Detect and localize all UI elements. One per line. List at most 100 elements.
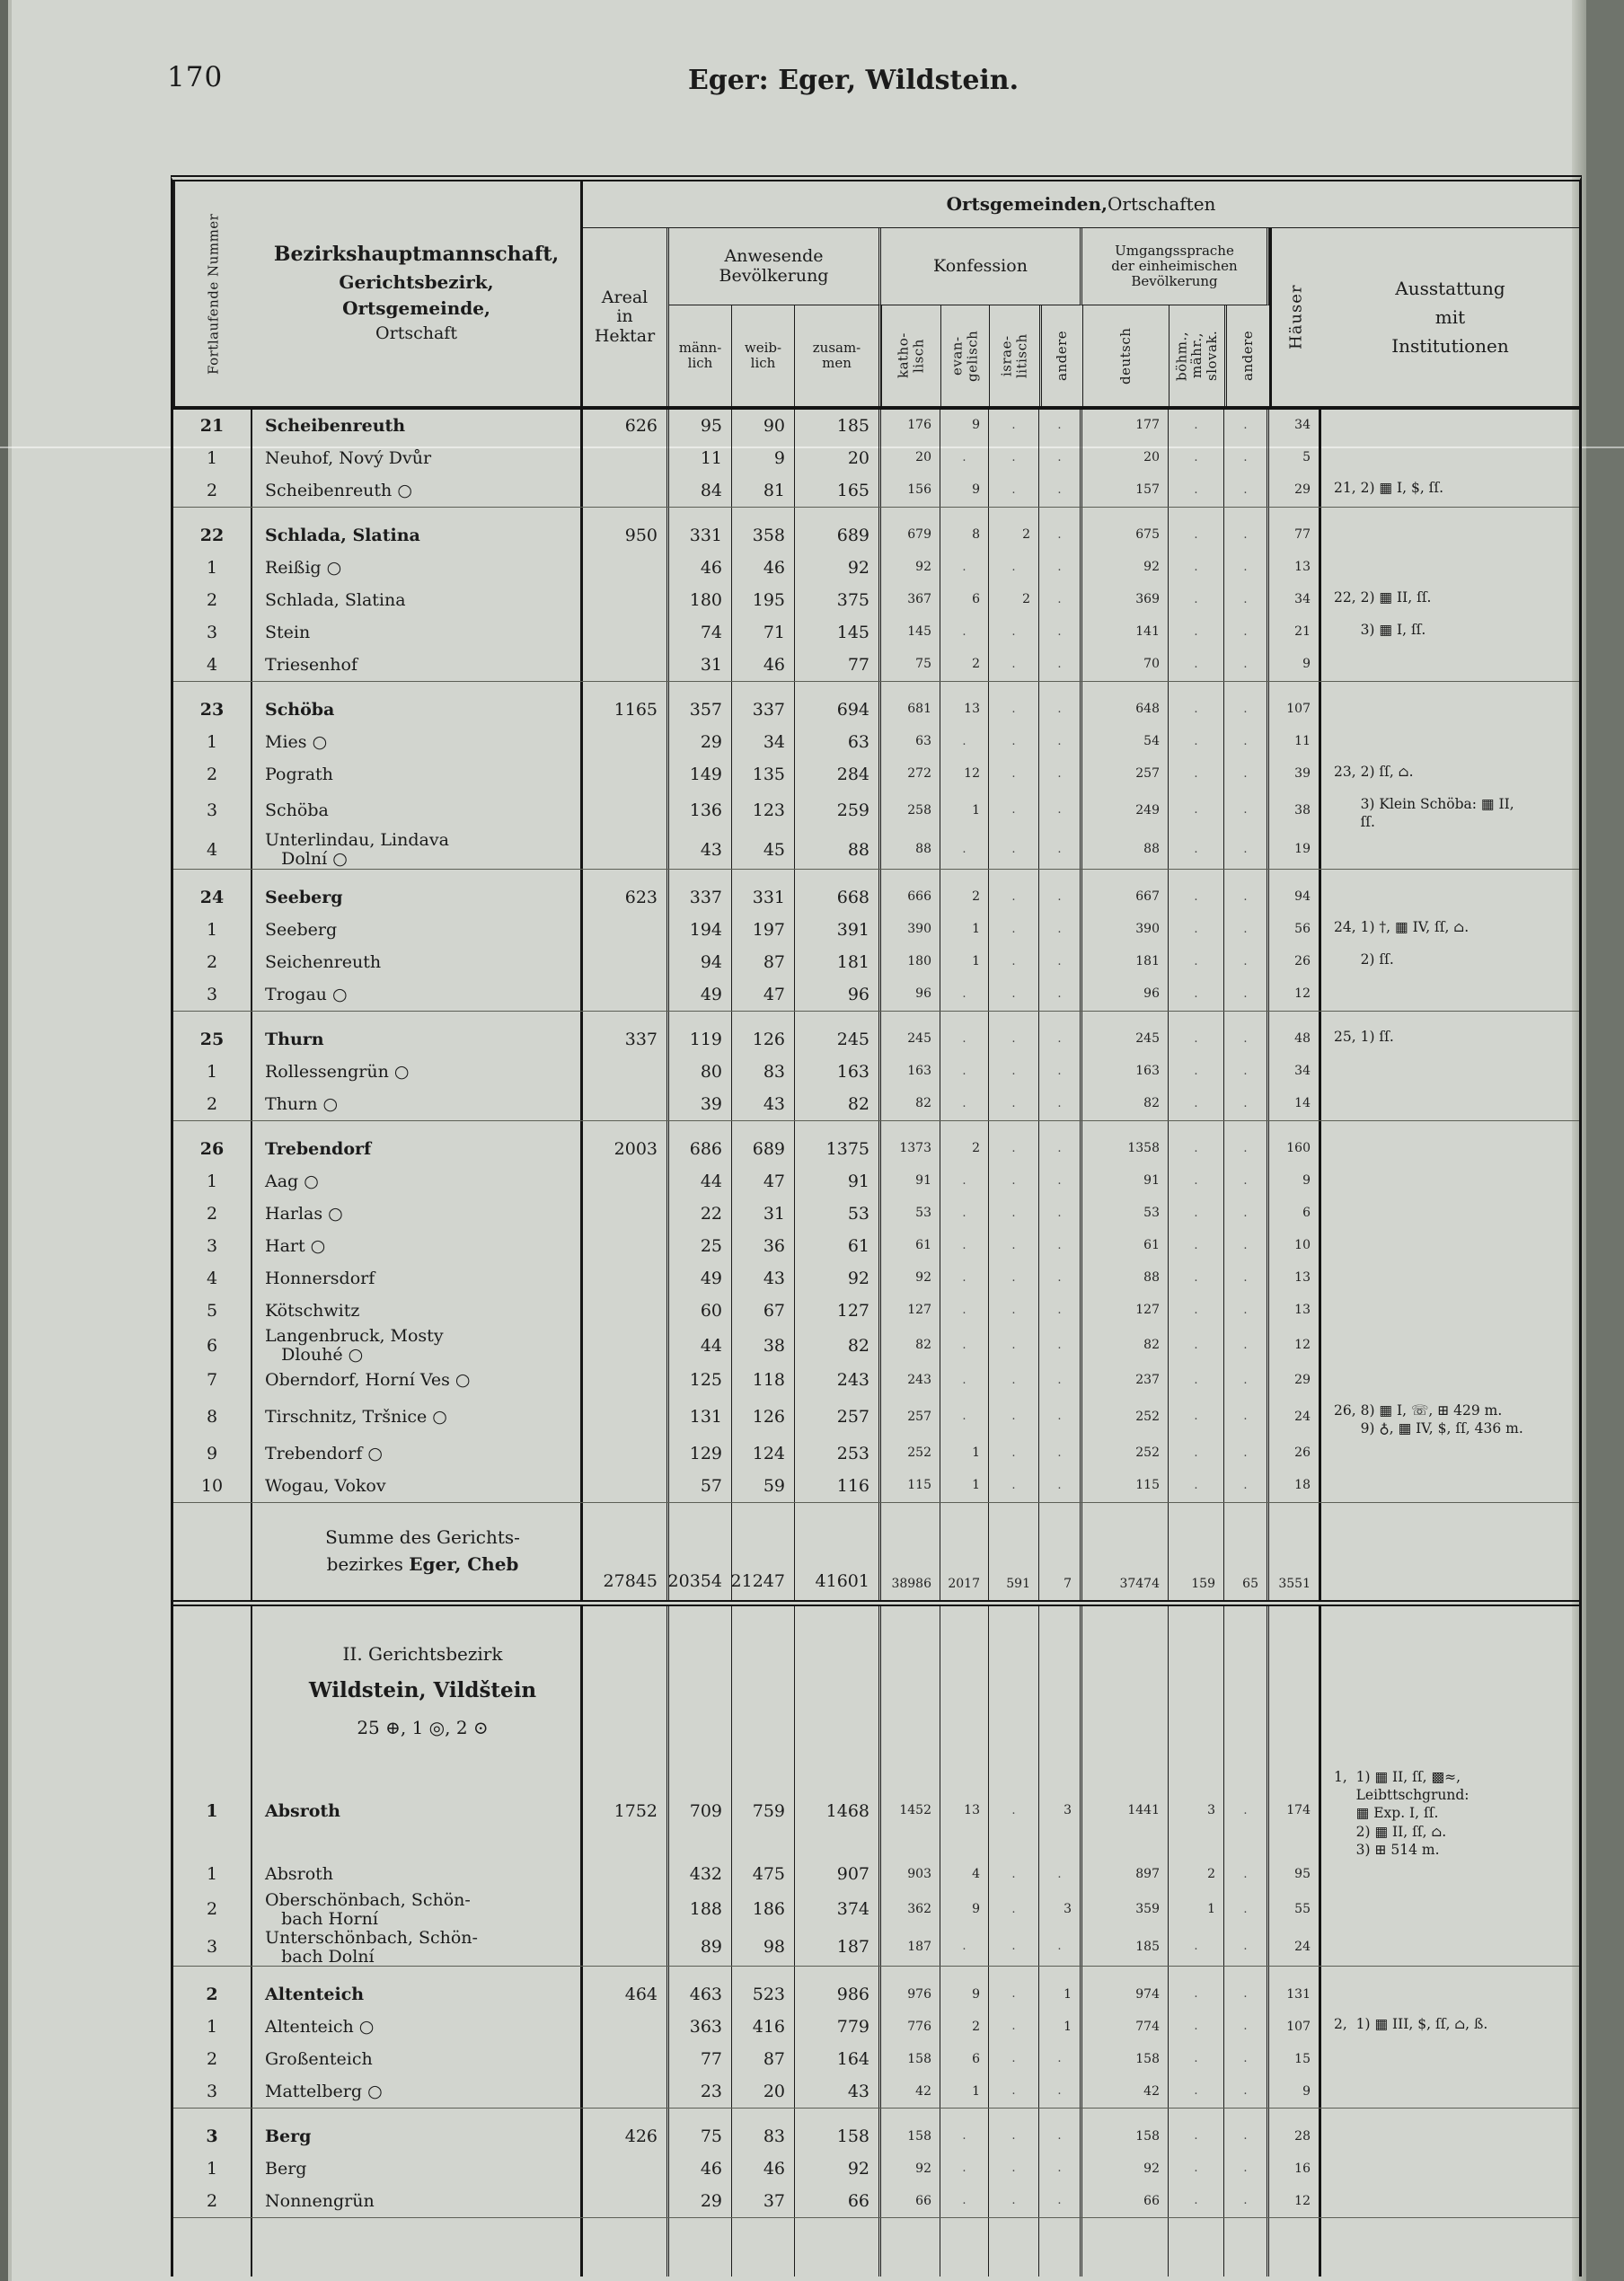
cell-name — [252, 1121, 583, 1134]
cell-as: . — [1224, 1928, 1269, 1967]
cell-m: 709 — [669, 1764, 732, 1859]
cell-areal — [583, 1437, 669, 1471]
cell-as: . — [1224, 791, 1269, 832]
header-deutsch: deutsch — [1082, 305, 1169, 406]
cell-de: 245 — [1082, 1023, 1169, 1057]
cell-areal — [583, 831, 669, 870]
cell-isr — [989, 682, 1039, 694]
cell-ev: 1 — [940, 1437, 989, 1471]
cell-de: 974 — [1082, 1978, 1169, 2011]
cell-m — [669, 682, 732, 694]
cell-kath — [881, 870, 940, 882]
cell-haus: 13 — [1269, 1262, 1321, 1295]
cell-m — [669, 1012, 732, 1024]
header-haeuser: Häuser — [1269, 228, 1321, 406]
cell-ev — [940, 1606, 989, 1764]
cell-ev: . — [940, 1165, 989, 1198]
cell-de: 1441 — [1082, 1764, 1169, 1859]
cell-haus — [1269, 1967, 1321, 1979]
cell-m: 60 — [669, 1295, 732, 1328]
cell-m: 23 — [669, 2075, 732, 2109]
cell-ev: . — [940, 1928, 989, 1967]
cell-areal: 1165 — [583, 694, 669, 726]
cell-w: 38 — [732, 1327, 795, 1365]
cell-note — [1321, 1012, 1579, 1023]
cell-m: 46 — [669, 552, 732, 584]
cell-bo: . — [1169, 1198, 1224, 1231]
cell-as: . — [1224, 474, 1269, 507]
cell-isr: . — [989, 410, 1039, 442]
cell-bo: . — [1169, 2120, 1224, 2153]
cell-ev — [940, 2109, 989, 2121]
cell-haus: 24 — [1269, 1928, 1321, 1967]
header-fortlaufende-nummer: Fortlaufende Nummer — [173, 181, 252, 406]
cell-as: . — [1224, 726, 1269, 758]
cell-ev: . — [940, 1327, 989, 1365]
cell-name: Schöba — [252, 694, 583, 726]
cell-areal — [583, 552, 669, 584]
cell-n: 2 — [173, 2185, 252, 2218]
table-row: 1 Altenteich ○ 363 416 779 776 2. 1 774.. 107 2, 1… — [173, 2011, 1579, 2044]
cell-name: Nonnengrün — [252, 2185, 583, 2218]
cell-areal: 626 — [583, 410, 669, 442]
cell-isr: . — [989, 881, 1039, 915]
cell-ev: 1 — [940, 2075, 989, 2109]
page-right-edge — [1586, 0, 1624, 2281]
cell-isr — [989, 1606, 1039, 1764]
cell-ev: 1 — [940, 914, 989, 947]
cell-m: 43 — [669, 831, 732, 870]
cell-name: Langenbruck, Mosty Dlouhé ○ — [252, 1327, 583, 1365]
cell-areal — [583, 1890, 669, 1929]
cell-w — [732, 1967, 795, 1979]
cell-z — [795, 870, 881, 882]
cell-isr: 591 — [989, 1515, 1039, 1601]
cell-de: 115 — [1082, 1470, 1169, 1503]
cell-ev: 2 — [940, 2011, 989, 2044]
cell-de: 774 — [1082, 2011, 1169, 2044]
cell-n: 22 — [173, 519, 252, 552]
cell-n: 4 — [173, 831, 252, 870]
cell-w: 118 — [732, 1364, 795, 1397]
cell-isr: . — [989, 2153, 1039, 2186]
cell-de: 92 — [1082, 552, 1169, 584]
cell-n: 3 — [173, 1928, 252, 1967]
cell-de: 91 — [1082, 1165, 1169, 1198]
cell-de: 42 — [1082, 2075, 1169, 2109]
cell-w: 98 — [732, 1928, 795, 1967]
cell-name: Großenteich — [252, 2043, 583, 2076]
cell-as: . — [1224, 1133, 1269, 1166]
cell-kath: 96 — [881, 978, 940, 1012]
cell-name: Trebendorf — [252, 1133, 583, 1166]
cell-de: 92 — [1082, 2153, 1169, 2186]
cell-isr — [989, 1503, 1039, 1516]
cell-ev: . — [940, 1396, 989, 1438]
cell-isr: . — [989, 726, 1039, 758]
cell-as: . — [1224, 694, 1269, 726]
cell-z: 82 — [795, 1088, 881, 1121]
cell-w: 331 — [732, 881, 795, 915]
cell-ak: . — [1039, 2120, 1082, 2153]
cell-w — [732, 870, 795, 882]
cell-as: . — [1224, 552, 1269, 584]
cell-n: 1 — [173, 914, 252, 947]
cell-isr: . — [989, 2011, 1039, 2044]
table-row: 26 Trebendorf 2003 686 689 1375 1373 2.. 1358.. 1… — [173, 1133, 1579, 1166]
cell-z: 779 — [795, 2011, 881, 2044]
cell-ak: . — [1039, 1133, 1082, 1166]
cell-n: 26 — [173, 1133, 252, 1166]
cell-name: Reißig ○ — [252, 552, 583, 584]
cell-bo: 3 — [1169, 1764, 1224, 1859]
cell-w: 689 — [732, 1133, 795, 1166]
cell-note: 3) Klein Schöba: ▦ II, ſſ. — [1360, 796, 1514, 831]
cell-ev: 2017 — [940, 1515, 989, 1601]
cell-kath — [881, 1012, 940, 1024]
cell-as: . — [1224, 519, 1269, 552]
table-row: 3 Schöba 136 123 259 258 1.. 249.. 38 3) Klein S… — [173, 791, 1579, 832]
cell-bo: . — [1169, 584, 1224, 616]
cell-kath: 53 — [881, 1198, 940, 1231]
cell-w — [732, 508, 795, 519]
cell-w: 47 — [732, 978, 795, 1012]
cell-as: . — [1224, 1056, 1269, 1089]
cell-kath: 252 — [881, 1437, 940, 1471]
cell-ak — [1039, 508, 1082, 519]
